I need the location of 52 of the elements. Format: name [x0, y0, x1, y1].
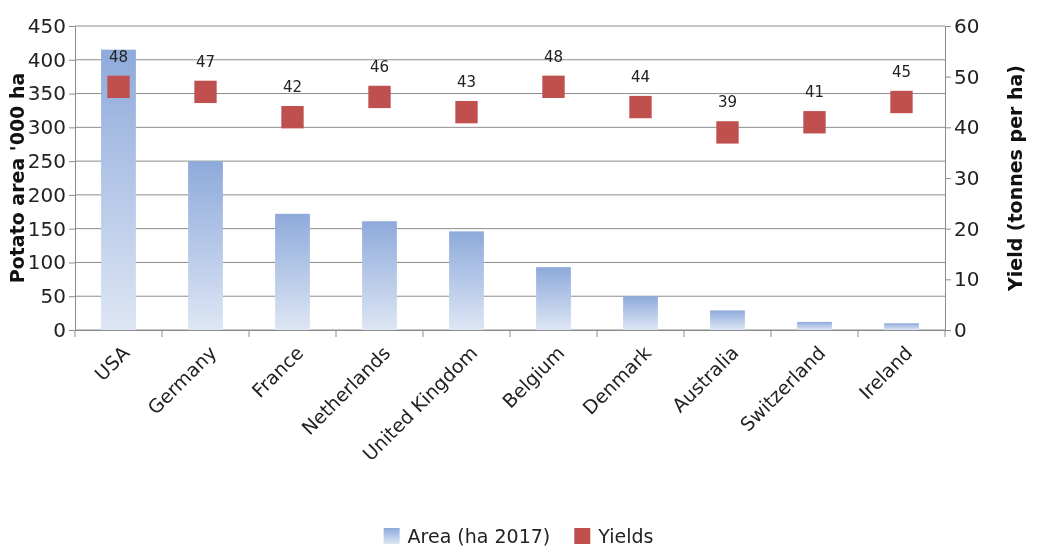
data-label: 48	[543, 47, 564, 66]
bar	[101, 49, 136, 330]
y-axis-title: Potato area '000 ha	[6, 72, 28, 284]
data-label: 45	[891, 63, 912, 81]
y-tick-label: 300	[27, 115, 66, 140]
bar	[362, 221, 397, 330]
data-label: 42	[282, 78, 303, 97]
bar	[884, 323, 919, 330]
y-tick-label: 100	[27, 250, 66, 275]
point	[107, 75, 130, 98]
y-tick-label: 50	[40, 284, 66, 309]
y2-axis-title: Yield (tonnes per ha)	[1004, 64, 1026, 293]
point	[281, 106, 304, 129]
legend-label: Area (ha 2017)	[407, 525, 551, 547]
y-tick-label: 200	[27, 182, 66, 207]
bar	[623, 296, 658, 330]
y-tick-label: 250	[27, 149, 66, 174]
bar	[449, 231, 484, 330]
point	[803, 111, 826, 134]
y-tick-label: 450	[27, 13, 66, 38]
data-label: 43	[456, 73, 477, 92]
data-label: 44	[630, 68, 651, 87]
y2-tick-label: 0	[954, 317, 967, 342]
y2-tick-label: 50	[954, 64, 980, 89]
y2-tick-label: 40	[954, 115, 980, 140]
x-tick-label: USA	[90, 341, 134, 385]
bar	[275, 213, 310, 330]
point	[368, 85, 391, 109]
data-label: 48	[108, 47, 129, 66]
point	[716, 121, 739, 144]
point	[629, 95, 652, 119]
legend-label: Yields	[597, 525, 654, 547]
point	[890, 90, 913, 114]
data-label: 41	[804, 83, 825, 102]
y2-tick-label: 10	[954, 267, 980, 292]
y-tick-label: 400	[27, 47, 66, 72]
data-label: 39	[717, 93, 738, 112]
bar	[710, 310, 745, 330]
point	[194, 80, 217, 104]
data-label: 46	[369, 57, 390, 76]
y-tick-label: 350	[27, 81, 66, 106]
point	[455, 100, 478, 124]
y-tick-label: 0	[53, 317, 66, 342]
y2-tick-label: 60	[954, 13, 980, 38]
data-label: 47	[195, 52, 216, 71]
bar	[188, 161, 223, 330]
y2-tick-label: 20	[954, 216, 980, 241]
y-tick-label: 150	[27, 216, 66, 241]
bar	[536, 267, 571, 330]
point	[542, 75, 565, 98]
y2-tick-label: 30	[954, 165, 980, 190]
bar	[797, 321, 832, 330]
